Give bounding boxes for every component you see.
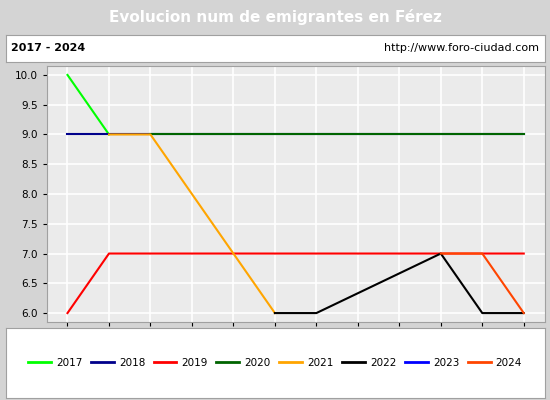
Text: http://www.foro-ciudad.com: http://www.foro-ciudad.com [384,43,539,53]
Text: Evolucion num de emigrantes en Férez: Evolucion num de emigrantes en Férez [108,9,442,25]
Text: 2017 - 2024: 2017 - 2024 [11,43,85,53]
Legend: 2017, 2018, 2019, 2020, 2021, 2022, 2023, 2024: 2017, 2018, 2019, 2020, 2021, 2022, 2023… [25,355,525,371]
